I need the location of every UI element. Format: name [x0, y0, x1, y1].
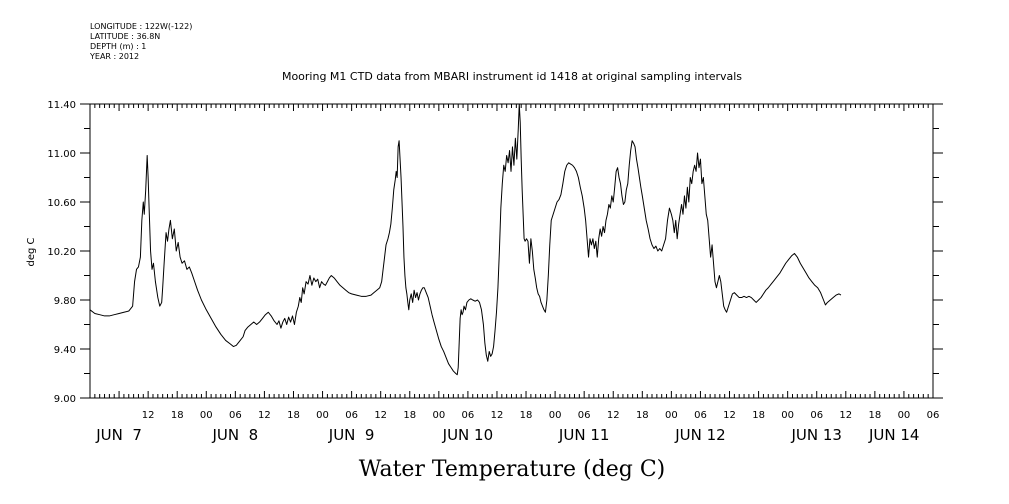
x-tick-label: 12: [258, 410, 271, 421]
day-label: JUN 14: [868, 426, 919, 444]
x-tick-label: 00: [316, 410, 329, 421]
x-tick-label: 06: [810, 410, 823, 421]
depth-label: DEPTH (m) : 1: [90, 42, 147, 51]
x-tick-label: 18: [636, 410, 649, 421]
metadata-block: LONGITUDE : 122W(-122) LATITUDE : 36.8N …: [90, 22, 192, 62]
x-tick-label: 00: [432, 410, 445, 421]
day-label: JUN 11: [558, 426, 609, 444]
y-tick-label: 10.20: [47, 247, 76, 258]
x-tick-label: 06: [927, 410, 940, 421]
x-tick-labels: 12 18 00 06 12 18 00 06 12 18 00 06 12 18 00 06 12 18 00 06…: [142, 410, 940, 421]
day-label: JUN 8: [211, 426, 258, 444]
day-label: JUN 10: [442, 426, 493, 444]
x-tick-label: 18: [403, 410, 416, 421]
latitude-label: LATITUDE : 36.8N: [90, 32, 161, 41]
year-label: YEAR : 2012: [90, 52, 140, 61]
y-tick-label: 9.00: [54, 394, 76, 405]
longitude-label: LONGITUDE : 122W(-122): [90, 22, 193, 31]
x-tick-label: 12: [491, 410, 504, 421]
y-tick-label: 11.00: [47, 149, 76, 160]
chart-title: Mooring M1 CTD data from MBARI instrumen…: [282, 70, 742, 83]
x-tick-label: 06: [694, 410, 707, 421]
x-tick-label: 12: [142, 410, 155, 421]
x-tick-label: 18: [868, 410, 881, 421]
day-label: JUN 13: [790, 426, 841, 444]
x-tick-label: 12: [839, 410, 852, 421]
x-tick-label: 06: [462, 410, 475, 421]
y-axis-label: deg C: [26, 237, 37, 266]
y-tick-label: 11.40: [47, 100, 76, 111]
x-tick-label: 00: [549, 410, 562, 421]
series-layer: [89, 103, 842, 376]
plot-frame: [89, 103, 934, 399]
y-tick-labels: 9.00 9.40 9.80 10.20 10.60 11.00 11.40: [47, 100, 76, 405]
x-axis-label: Water Temperature (deg C): [359, 457, 666, 482]
x-tick-label: 00: [665, 410, 678, 421]
axis-ticks: [80, 103, 943, 399]
x-tick-label: 12: [607, 410, 620, 421]
x-tick-label: 00: [781, 410, 794, 421]
day-label: JUN 12: [674, 426, 725, 444]
y-tick-label: 9.40: [54, 345, 76, 356]
x-tick-label: 18: [287, 410, 300, 421]
day-label: JUN 9: [328, 426, 375, 444]
y-tick-label: 10.60: [47, 198, 76, 209]
x-tick-label: 12: [374, 410, 387, 421]
series-line: [89, 103, 842, 376]
x-tick-label: 06: [345, 410, 358, 421]
x-tick-label: 00: [200, 410, 213, 421]
x-tick-label: 00: [898, 410, 911, 421]
x-tick-label: 18: [520, 410, 533, 421]
y-tick-label: 9.80: [54, 296, 76, 307]
x-tick-label: 12: [723, 410, 736, 421]
day-label: JUN 7: [95, 426, 142, 444]
x-tick-label: 18: [752, 410, 765, 421]
x-tick-label: 18: [171, 410, 184, 421]
x-tick-label: 06: [578, 410, 591, 421]
day-labels: JUN 7 JUN 8 JUN 9 JUN 10 JUN 11 JUN 12 JUN 13 J…: [95, 426, 919, 444]
x-tick-label: 06: [229, 410, 242, 421]
